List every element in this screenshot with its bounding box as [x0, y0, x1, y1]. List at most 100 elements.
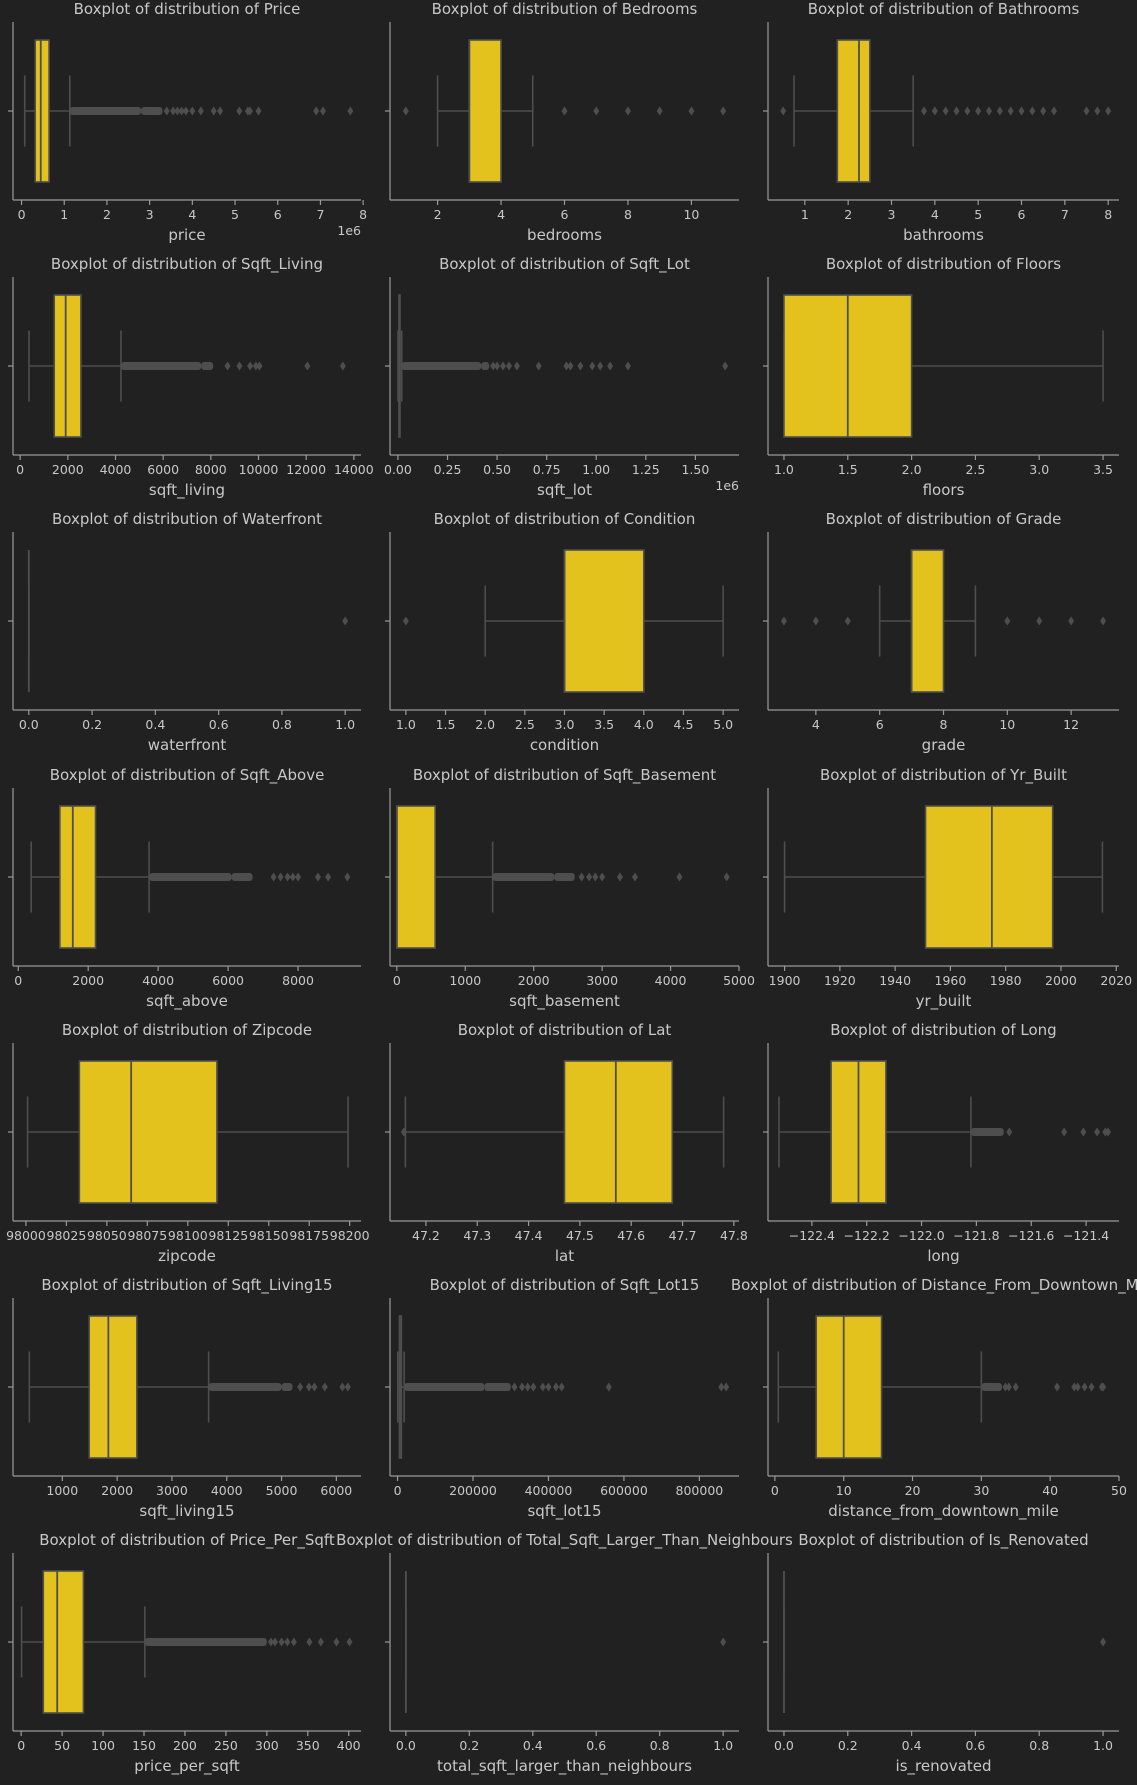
outlier-point — [170, 106, 177, 116]
x-tick-label: 8 — [940, 717, 948, 732]
chart-panel-sqft_basement: Boxplot of distribution of Sqft_Basement… — [385, 766, 755, 1011]
x-axis-label: grade — [922, 736, 966, 754]
outlier-point — [278, 1637, 285, 1647]
x-tick-label: 2000 — [52, 462, 84, 477]
outlier-cluster — [492, 873, 555, 881]
outlier-cluster — [981, 1383, 1002, 1391]
x-axis-label: sqft_living15 — [139, 1502, 234, 1521]
outlier-point — [624, 106, 631, 116]
x-tick-label: 1900 — [769, 973, 801, 988]
outlier-point — [586, 872, 593, 882]
outlier-point — [578, 872, 585, 882]
x-tick-label: 0 — [17, 1738, 25, 1753]
outlier-point — [722, 361, 729, 371]
x-tick-label: 1920 — [824, 973, 856, 988]
outlier-point — [720, 1637, 727, 1647]
x-tick-label: 47.7 — [669, 1228, 697, 1243]
outlier-point — [247, 361, 254, 371]
outlier-point — [524, 1382, 531, 1392]
chart-panel-sqft_lot15: Boxplot of distribution of Sqft_Lot15 0 20… — [385, 1276, 739, 1521]
x-tick-label: −122.2 — [844, 1228, 890, 1243]
outlier-point — [780, 106, 787, 116]
outlier-cluster — [404, 1383, 485, 1391]
outlier-point — [921, 106, 927, 116]
x-tick-label: 14000 — [334, 462, 374, 477]
outlier-cluster — [201, 362, 214, 370]
x-axis-label: price_per_sqft — [134, 1757, 240, 1776]
outlier-point — [1105, 106, 1112, 116]
x-tick-label: 0.25 — [434, 462, 462, 477]
chart-title: Boxplot of distribution of Total_Sqft_La… — [336, 1531, 793, 1550]
outlier-point — [558, 1382, 565, 1392]
x-tick-label: 1.5 — [436, 717, 456, 732]
x-tick-label: 98150 — [249, 1228, 289, 1243]
outlier-point — [553, 1382, 560, 1392]
outlier-point — [597, 361, 604, 371]
x-tick-label: 2.5 — [965, 462, 985, 477]
x-tick-label: 98025 — [47, 1228, 87, 1243]
x-tick-label: 4.0 — [634, 717, 654, 732]
outlier-point — [720, 106, 727, 116]
x-tick-label: 5 — [974, 207, 982, 222]
x-tick-label: −122.0 — [898, 1228, 944, 1243]
outlier-point — [236, 361, 243, 371]
x-tick-label: 5 — [231, 207, 239, 222]
outlier-point — [1068, 616, 1075, 626]
outlier-point — [197, 106, 204, 116]
chart-title: Boxplot of distribution of Zipcode — [62, 1021, 312, 1039]
iqr-box — [836, 39, 871, 183]
chart-panel-long: Boxplot of distribution of Long −122.4 −12… — [763, 1021, 1119, 1265]
x-tick-label: 0 — [771, 1483, 779, 1498]
outlier-point — [311, 1382, 318, 1392]
chart-title: Boxplot of distribution of Sqft_Above — [50, 766, 325, 785]
outlier-point — [975, 106, 982, 116]
outlier-point — [545, 1382, 552, 1392]
x-tick-label: 4000 — [100, 462, 132, 477]
outlier-point — [986, 106, 992, 116]
outlier-point — [313, 106, 320, 116]
outlier-point — [1004, 616, 1011, 626]
x-tick-label: 1.5 — [838, 462, 858, 477]
x-tick-label: 10000 — [239, 462, 279, 477]
x-tick-label: 2000 — [101, 1483, 133, 1498]
outlier-point — [1002, 1382, 1009, 1392]
x-tick-label: 0.4 — [523, 1738, 543, 1753]
x-tick-label: 0.50 — [483, 462, 511, 477]
outlier-point — [339, 1382, 346, 1392]
outlier-point — [1100, 1637, 1107, 1647]
x-tick-label: 1.25 — [632, 462, 660, 477]
x-tick-label: 0.00 — [384, 462, 412, 477]
x-tick-label: 47.8 — [720, 1228, 748, 1243]
x-tick-label: 3.5 — [1093, 462, 1113, 477]
x-axis-label: yr_built — [916, 992, 972, 1011]
outlier-point — [500, 361, 507, 371]
x-tick-label: 2.5 — [515, 717, 535, 732]
x-axis-label: zipcode — [158, 1247, 216, 1265]
outlier-point — [224, 361, 231, 371]
x-tick-label: 4000 — [655, 973, 687, 988]
chart-title: Boxplot of distribution of Lat — [458, 1021, 672, 1039]
outlier-point — [723, 872, 730, 882]
outlier-point — [178, 106, 185, 116]
outlier-point — [277, 872, 284, 882]
iqr-box — [53, 294, 82, 438]
outlier-point — [1040, 106, 1047, 116]
outlier-point — [1080, 1127, 1087, 1137]
x-tick-label: 800000 — [676, 1483, 724, 1498]
chart-title: Boxplot of distribution of Long — [830, 1021, 1056, 1039]
x-tick-label: 5000 — [266, 1483, 298, 1498]
x-tick-label: 8 — [1104, 207, 1112, 222]
chart-title: Boxplot of distribution of Sqft_Lot15 — [430, 1276, 700, 1295]
x-tick-label: 3.5 — [594, 717, 614, 732]
x-tick-label: 2 — [434, 207, 442, 222]
x-axis-label: price — [168, 226, 205, 244]
x-tick-label: 98000 — [6, 1228, 46, 1243]
x-tick-label: 0.8 — [1029, 1738, 1049, 1753]
iqr-box — [42, 1570, 85, 1714]
outlier-point — [530, 1382, 537, 1392]
x-tick-label: 12 — [1063, 717, 1079, 732]
outlier-point — [953, 106, 960, 116]
x-tick-label: 1.0 — [335, 717, 355, 732]
outlier-point — [1088, 1382, 1095, 1392]
chart-panel-distance_from_downtown_mile: Boxplot of distribution of Distance_From… — [731, 1276, 1137, 1521]
